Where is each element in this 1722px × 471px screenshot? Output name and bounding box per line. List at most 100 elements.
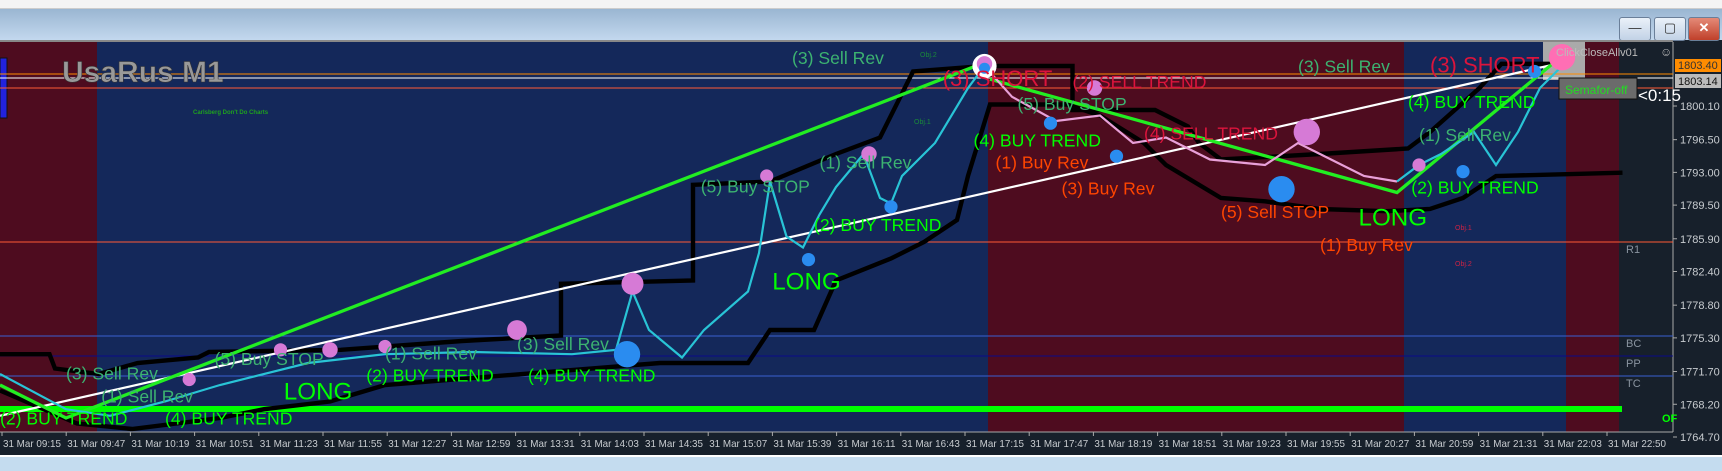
semafor-signal-dot [1293, 118, 1320, 146]
signal-label: LONG [1359, 205, 1428, 232]
time-label: 31 Mar 16:43 [902, 438, 960, 450]
pivot-tc-label: TC [1626, 378, 1641, 390]
time-label: 31 Mar 12:27 [388, 438, 446, 450]
bar-countdown: <0:15 [1638, 86, 1681, 105]
semafor-button-label: Semafor-off [1565, 83, 1628, 97]
price-label: 1796.50 [1680, 135, 1720, 147]
bid-price-tag: 1803.14 [1675, 74, 1721, 88]
price-label: 1785.90 [1680, 234, 1720, 246]
signal-label: (5) Buy STOP [215, 349, 324, 369]
price-axis: 1800.10 1796.50 1793.00 1789.50 1785.90 1782.… [1673, 101, 1720, 444]
signal-label: (2) BUY TREND [814, 215, 941, 235]
bull-zone [97, 42, 988, 432]
signal-label: (1) Sell Rev [385, 344, 477, 364]
bear-zone [0, 42, 97, 432]
time-label: 31 Mar 12:59 [452, 438, 510, 450]
time-label: 31 Mar 11:23 [260, 438, 318, 450]
semafor-signal-dot [273, 343, 288, 357]
object-label: Obj.2 [1455, 261, 1472, 268]
expert-label: ClickCloseAllv01 [1556, 47, 1638, 59]
semafor-signal-dot [884, 200, 898, 214]
subtitle: Carlsberg Don't Do Charts [193, 110, 269, 116]
time-label: 31 Mar 09:47 [67, 438, 125, 450]
time-label: 31 Mar 21:31 [1480, 438, 1538, 450]
price-label: 1782.40 [1680, 266, 1720, 278]
semafor-signal-dot [621, 272, 644, 295]
signal-label: (1) Sell Rev [820, 152, 912, 172]
signal-label: (1) Sell Rev [101, 387, 193, 407]
signal-label: (3) SHORT [1430, 53, 1540, 78]
time-label: 31 Mar 13:31 [517, 438, 575, 450]
chart-window-titlebar: — ▢ ✕ [0, 9, 1722, 41]
signal-label: (2) BUY TREND [0, 409, 127, 429]
pivot-bc-label: BC [1626, 338, 1641, 350]
time-label: 31 Mar 17:15 [966, 438, 1024, 450]
time-label: 31 Mar 10:19 [131, 438, 189, 450]
signal-label: (4) BUY TREND [973, 130, 1100, 150]
pivot-pp-label: PP [1626, 358, 1641, 370]
time-label: 31 Mar 14:03 [581, 438, 639, 450]
toolbar-strip [0, 0, 1722, 9]
symbol-title: UsaRus M1 [62, 56, 224, 89]
time-label: 31 Mar 15:39 [773, 438, 831, 450]
time-label: 31 Mar 14:35 [645, 438, 703, 450]
price-chart[interactable]: (3) Sell Rev (3) SHORT (2) SELL TREND (5) B… [0, 0, 1722, 455]
semafor-signal-dot [182, 372, 196, 387]
semafor-signal-dot [378, 339, 392, 354]
semafor-signal-dot [1548, 44, 1576, 71]
signal-label: (4) BUY TREND [1408, 92, 1535, 112]
trend-line [0, 61, 986, 420]
price-label: 1771.70 [1680, 367, 1720, 379]
time-label: 31 Mar 11:55 [324, 438, 382, 450]
time-label: 31 Mar 17:47 [1030, 438, 1088, 450]
minimize-button[interactable]: — [1619, 17, 1651, 41]
price-label: 1789.50 [1680, 200, 1720, 212]
time-label: 31 Mar 22:03 [1544, 438, 1602, 450]
signal-label: (3) Buy Rev [1062, 179, 1155, 199]
price-label: 1793.00 [1680, 167, 1720, 179]
time-label: 31 Mar 16:11 [838, 438, 896, 450]
pivot-r1-label: R1 [1626, 244, 1640, 256]
close-icon: ✕ [1698, 20, 1710, 35]
time-label: 31 Mar 20:59 [1415, 438, 1473, 450]
semafor-signal-dot [1043, 116, 1058, 130]
channel-lower [0, 102, 1623, 432]
time-axis: 31 Mar 09:15 31 Mar 09:47 31 Mar 10:19 31 M… [1, 432, 1666, 450]
signal-label: (1) Buy Rev [1320, 235, 1413, 255]
signal-label: (3) Sell Rev [517, 334, 609, 354]
price-label: 1775.30 [1680, 333, 1720, 345]
semafor-signal-dot [1412, 158, 1426, 172]
signal-label: (3) Sell Rev [66, 364, 158, 384]
smiley-icon: ☺ [1660, 45, 1672, 59]
signal-label: (1) Buy Rev [995, 152, 1088, 172]
semafor-signal-dot [861, 146, 877, 162]
time-label: 31 Mar 18:51 [1159, 438, 1217, 450]
signal-label: (5) Buy STOP [701, 177, 810, 197]
signal-label: (4) BUY TREND [165, 409, 292, 429]
semafor-button[interactable]: Semafor-off [1558, 77, 1638, 100]
price-label: 1778.80 [1680, 300, 1720, 312]
semafor-signal-dot [760, 169, 774, 183]
semafor-signal-dot [1456, 165, 1470, 179]
price-label: 1800.10 [1680, 101, 1720, 113]
semafor-signal-dot [979, 62, 990, 74]
signal-label: (2) SELL TREND [1073, 72, 1207, 92]
semafor-signal-dot [613, 341, 641, 368]
bear-zone [1566, 42, 1619, 432]
time-label: 31 Mar 09:15 [3, 438, 61, 450]
object-label: Obj.2 [920, 52, 937, 59]
open-level-label: OF [1662, 413, 1678, 425]
signal-label: (4) BUY TREND [528, 366, 655, 386]
signal-label: (2) BUY TREND [1411, 178, 1538, 198]
signal-label: (2) BUY TREND [366, 366, 493, 386]
signal-label: (3) SHORT [943, 66, 1053, 91]
object-label: Obj.1 [1455, 225, 1472, 232]
open-level-line [0, 406, 1622, 412]
trend-line [989, 59, 1558, 195]
price-label: 1768.20 [1680, 399, 1720, 411]
close-button[interactable]: ✕ [1688, 17, 1720, 41]
bear-zone [988, 42, 1404, 432]
signal-label: (3) Sell Rev [1298, 57, 1390, 77]
semafor-signal-dot [507, 320, 527, 340]
time-label: 31 Mar 15:07 [709, 438, 767, 450]
